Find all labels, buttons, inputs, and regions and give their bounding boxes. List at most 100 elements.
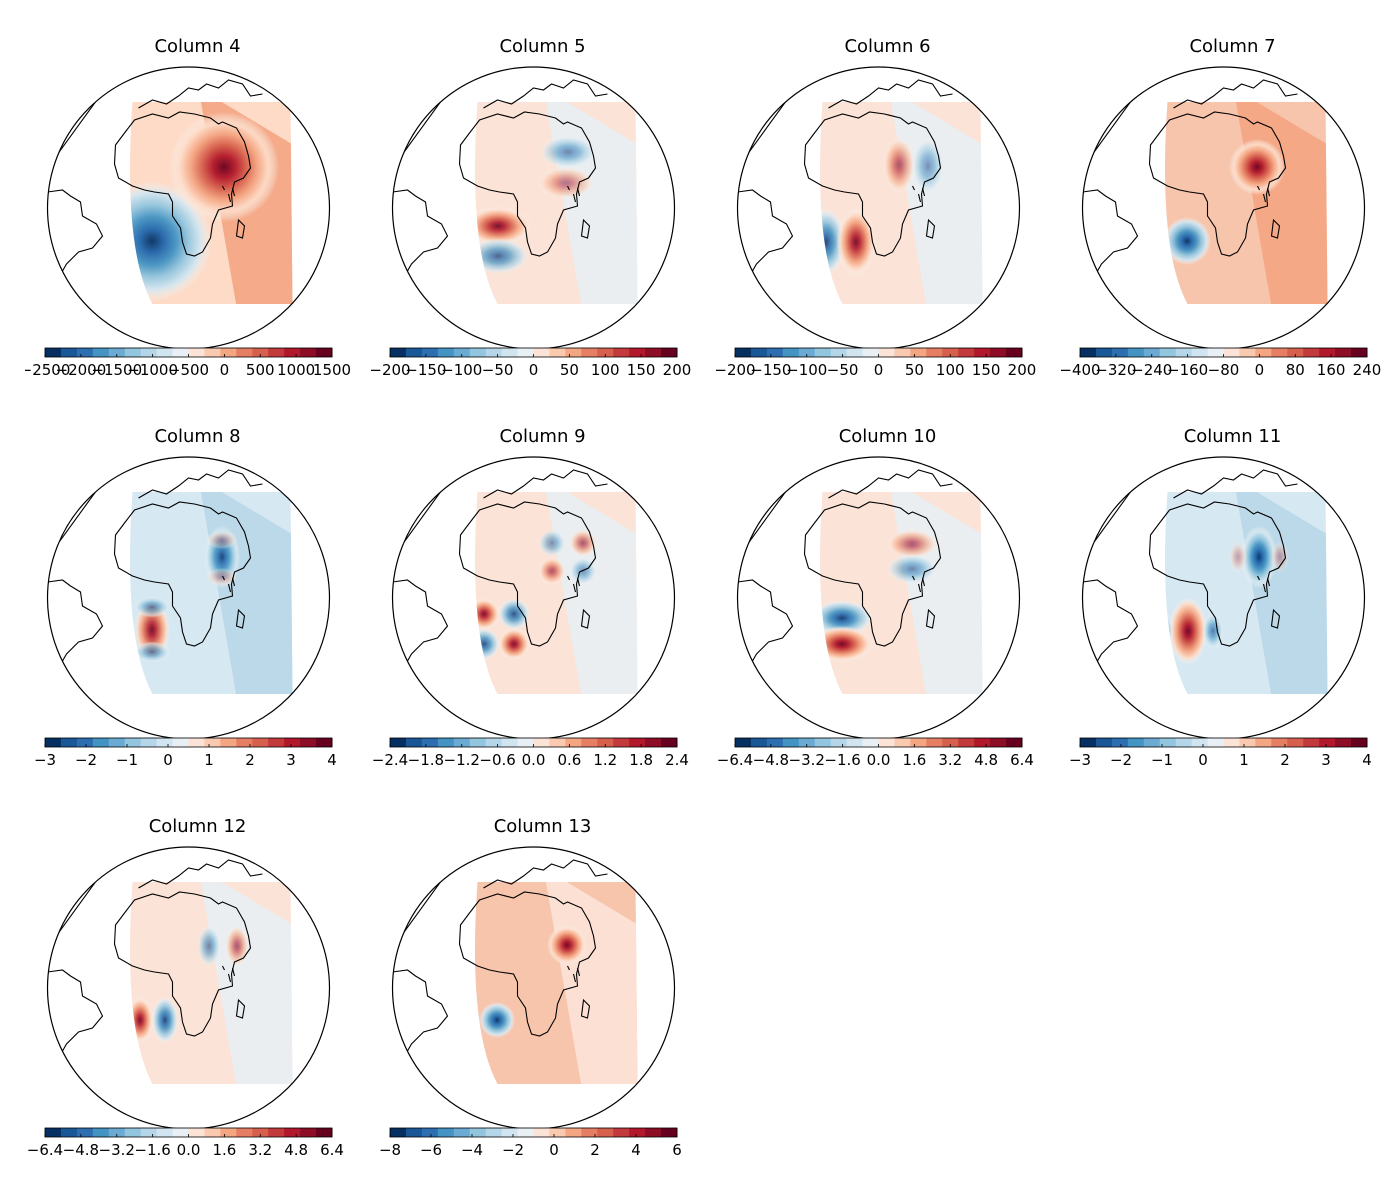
colorbar: −6.4 −4.8 −3.2 −1.6 0.0 1.6 3.2 4.8 6.4 [717, 737, 1034, 769]
map-panel: Column 9 −2.4 −1.8 −1.2 −0.6 0.0 0.6 1.2 1.8 2.4 [370, 390, 715, 780]
colorbar-tick-label: 2 [1280, 751, 1290, 769]
colorbar-tick-label: 4 [1362, 751, 1372, 769]
colorbar-tick-label: −3 [1069, 751, 1091, 769]
colorbar-tick-label: −1500 [91, 361, 142, 379]
colorbar-tick-label: −80 [1208, 361, 1240, 379]
map-panel: Column 12 −6.4 −4.8 −3.2 −1.6 0.0 1.6 3.2 4.8 6.4 [25, 780, 370, 1170]
colorbar-tick-label: 0.0 [867, 751, 891, 769]
map-panel: Column 7 −400 −320 −240 −160 −80 0 80 160 240 [1060, 0, 1400, 390]
positive-anomaly [225, 925, 249, 967]
colorbar-tick-label: 0.6 [557, 751, 581, 769]
colorbar-tick-label: 0 [163, 751, 173, 769]
colorbar-tick-label: −160 [1167, 361, 1208, 379]
panel-title: Column 7 [1189, 36, 1276, 57]
negative-anomaly [197, 925, 221, 967]
colorbar-tick-label: −1.6 [824, 751, 860, 769]
negative-anomaly [475, 238, 530, 274]
colorbar-tick-label: −3.2 [99, 1141, 135, 1159]
colorbar: −3 −2 −1 0 1 2 3 4 [34, 737, 337, 769]
positive-anomaly [206, 531, 238, 549]
colorbar-tick-label: 0.0 [522, 751, 546, 769]
colorbar-tick-label: 0 [549, 1141, 559, 1159]
map-panel: Column 13 −8 −6 −4 −2 0 2 4 6 [370, 780, 715, 1170]
globe [1082, 469, 1328, 694]
colorbar-tick-label: −3.2 [789, 751, 825, 769]
negative-anomaly [1241, 525, 1277, 589]
negative-anomaly [130, 181, 212, 301]
positive-anomaly [1229, 139, 1285, 195]
positive-anomaly [1229, 541, 1247, 573]
positive-anomaly [569, 529, 597, 557]
data-field [475, 102, 638, 304]
globe [392, 859, 638, 1084]
negative-anomaly [820, 208, 846, 276]
negative-anomaly [1202, 612, 1224, 650]
panel-title: Column 13 [493, 816, 592, 837]
negative-anomaly [886, 554, 938, 584]
globe [737, 469, 983, 694]
globe [47, 469, 293, 694]
panel-title: Column 11 [1183, 426, 1282, 447]
colorbar-tick-label: −240 [1131, 361, 1172, 379]
data-field [820, 492, 983, 694]
positive-anomaly [130, 996, 154, 1044]
negative-anomaly [498, 598, 530, 630]
globe [47, 859, 293, 1084]
colorbar-tick-label: −4.8 [63, 1141, 99, 1159]
colorbar-tick-label: −3 [34, 751, 56, 769]
colorbar-tick-label: 6.4 [1010, 751, 1034, 769]
map-svg: −6.4 −4.8 −3.2 −1.6 0.0 1.6 3.2 4.8 6.4 [717, 456, 1034, 769]
panel-title: Column 12 [148, 816, 247, 837]
colorbar-tick-label: 100 [591, 361, 620, 379]
colorbar: −2.4 −1.8 −1.2 −0.6 0.0 0.6 1.2 1.8 2.4 [372, 737, 689, 769]
colorbar-tick-label: 6.4 [320, 1141, 344, 1159]
colorbar-tick-label: −0.6 [479, 751, 515, 769]
colorbar-tick-label: −2 [1110, 751, 1132, 769]
globe [1082, 79, 1328, 304]
positive-anomaly [547, 925, 587, 965]
colorbar-tick-label: −50 [827, 361, 859, 379]
map-panel: Column 4 −2500 −2000 −1500 −1000 −500 0 500 1000… [25, 0, 370, 390]
colorbar-tick-label: 0 [529, 361, 539, 379]
data-field [475, 882, 638, 1084]
negative-anomaly [133, 596, 171, 618]
colorbar-tick-label: 2 [590, 1141, 600, 1159]
colorbar: −400−320−240−160 −80 0 80 160 240 [1060, 347, 1381, 379]
positive-anomaly [1271, 541, 1289, 573]
panel-title: Column 4 [154, 36, 241, 57]
colorbar-tick-label: −200 [370, 361, 411, 379]
colorbar-tick-label: 4 [327, 751, 337, 769]
data-field [130, 102, 293, 304]
colorbar-tick-label: −100 [786, 361, 827, 379]
data-field [1165, 492, 1328, 694]
positive-anomaly [475, 206, 532, 246]
positive-anomaly [475, 598, 500, 630]
data-field [130, 492, 293, 694]
negative-anomaly [479, 1002, 515, 1038]
colorbar-tick-label: 50 [905, 361, 924, 379]
colorbar-tick-label: 1.6 [212, 1141, 236, 1159]
colorbar-tick-label: −500 [168, 361, 209, 379]
colorbar-tick-label: −2 [502, 1141, 524, 1159]
map-svg: −8 −6 −4 −2 0 2 4 6 [379, 846, 682, 1159]
positive-anomaly [538, 557, 566, 585]
panel-title: Column 9 [499, 426, 586, 447]
colorbar-tick-label: 50 [560, 361, 579, 379]
map-panel: Column 8 −3 −2 −1 0 1 2 3 4 [25, 390, 370, 780]
positive-anomaly [1168, 597, 1208, 665]
panel-title: Column 10 [838, 426, 937, 447]
data-field [820, 102, 983, 304]
colorbar-tick-label: −2500 [25, 361, 70, 379]
data-field [475, 492, 638, 694]
colorbar-tick-label: −1 [1151, 751, 1173, 769]
positive-anomaly [169, 112, 279, 222]
negative-anomaly [133, 641, 171, 663]
negative-anomaly [820, 600, 874, 636]
colorbar-tick-label: −2.4 [372, 751, 408, 769]
colorbar-tick-label: 100 [936, 361, 965, 379]
colorbar: −200−150−100 −50 0 50 100 150 200 [370, 347, 691, 379]
map-svg: −200−150−100 −50 0 50 100 150 200 [715, 66, 1036, 379]
colorbar-tick-label: −400 [1060, 361, 1101, 379]
colorbar-tick-label: −50 [482, 361, 514, 379]
colorbar-tick-label: 0 [874, 361, 884, 379]
